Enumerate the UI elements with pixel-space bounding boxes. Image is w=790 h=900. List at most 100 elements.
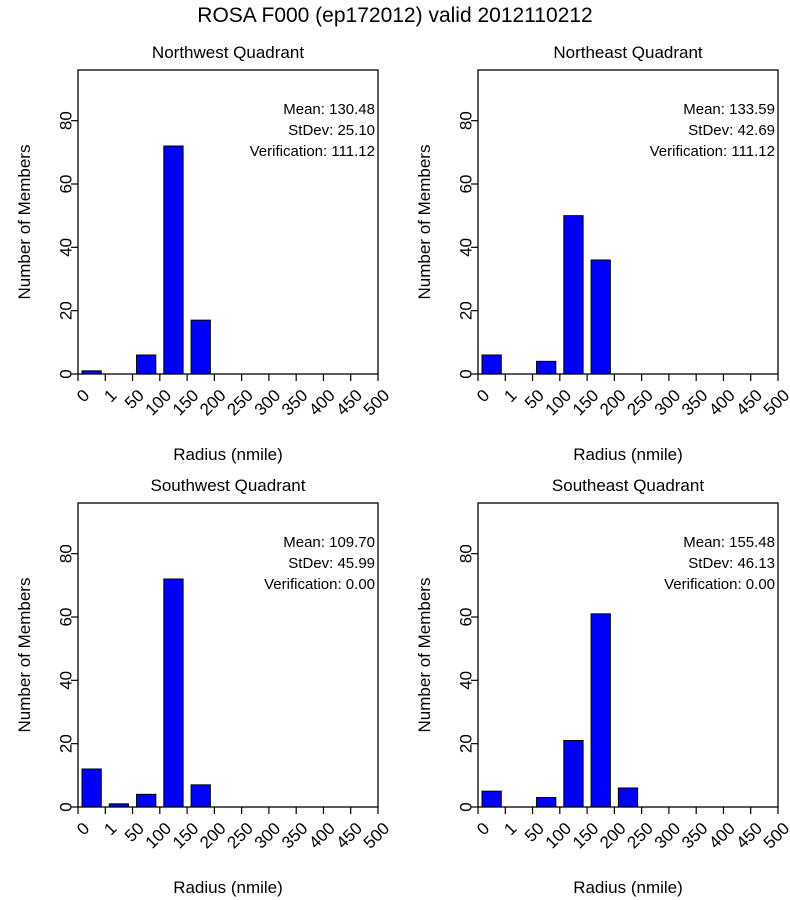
x-tick-label: 250 xyxy=(223,819,256,852)
x-tick-label: 250 xyxy=(223,386,256,419)
histogram-bar xyxy=(590,259,611,375)
stats-line: Mean: 130.48 xyxy=(283,101,375,118)
histogram-bar xyxy=(190,784,211,808)
x-tick-label: 100 xyxy=(542,386,575,419)
x-tick-label: 350 xyxy=(678,386,711,419)
x-tick-label: 450 xyxy=(333,819,366,852)
histogram-bar xyxy=(190,319,211,375)
panel-title: Southeast Quadrant xyxy=(552,476,704,495)
x-tick-label: 400 xyxy=(305,819,338,852)
x-tick-label: 0 xyxy=(473,386,493,406)
x-tick-label: 200 xyxy=(596,819,629,852)
x-tick-label: 250 xyxy=(623,386,656,419)
x-axis-label: Radius (nmile) xyxy=(573,878,683,897)
y-tick-label: 20 xyxy=(457,301,476,320)
plot-frame xyxy=(77,69,379,375)
plot-frame xyxy=(477,69,779,375)
stats-line: Mean: 133.59 xyxy=(683,101,775,118)
stats-line: Verification: 0.00 xyxy=(264,576,375,593)
histogram-bar xyxy=(481,354,502,375)
histogram-bar xyxy=(136,354,157,375)
y-tick-label: 20 xyxy=(57,734,76,753)
x-tick-label: 150 xyxy=(569,819,602,852)
stats-line: Verification: 111.12 xyxy=(250,143,375,160)
plot-frame xyxy=(77,502,379,808)
y-axis-label: Number of Members xyxy=(415,578,434,733)
y-tick-label: 20 xyxy=(57,301,76,320)
histogram-bar xyxy=(563,740,584,808)
y-tick-label: 20 xyxy=(457,734,476,753)
x-tick-label: 200 xyxy=(196,819,229,852)
stats-line: StDev: 45.99 xyxy=(288,555,375,572)
x-tick-label: 200 xyxy=(596,386,629,419)
x-tick-label: 350 xyxy=(278,819,311,852)
x-tick-label: 400 xyxy=(705,819,738,852)
x-axis-label: Radius (nmile) xyxy=(173,878,283,897)
y-tick-label: 80 xyxy=(457,544,476,563)
x-tick-label: 1 xyxy=(500,819,520,839)
x-tick-label: 150 xyxy=(169,819,202,852)
x-axis-label: Radius (nmile) xyxy=(173,445,283,464)
stats-line: StDev: 46.13 xyxy=(688,555,775,572)
x-tick-label: 100 xyxy=(142,386,175,419)
y-tick-label: 40 xyxy=(57,671,76,690)
y-tick-label: 60 xyxy=(457,608,476,627)
stats-line: Mean: 109.70 xyxy=(283,534,375,551)
x-tick-label: 400 xyxy=(305,386,338,419)
x-tick-label: 350 xyxy=(278,386,311,419)
x-tick-label: 500 xyxy=(760,819,790,852)
y-tick-label: 80 xyxy=(457,111,476,130)
stats-line: Verification: 0.00 xyxy=(664,576,775,593)
x-axis-label: Radius (nmile) xyxy=(573,445,683,464)
x-tick-label: 0 xyxy=(73,386,93,406)
y-tick-label: 0 xyxy=(457,369,476,378)
histogram-bar xyxy=(163,145,184,375)
y-tick-label: 60 xyxy=(57,175,76,194)
x-tick-label: 350 xyxy=(678,819,711,852)
x-tick-label: 450 xyxy=(733,386,766,419)
histogram-bar xyxy=(536,360,557,375)
x-tick-label: 450 xyxy=(333,386,366,419)
x-tick-label: 0 xyxy=(73,819,93,839)
histogram-bar xyxy=(163,578,184,808)
y-tick-label: 40 xyxy=(457,671,476,690)
x-tick-label: 500 xyxy=(360,386,393,419)
x-tick-label: 250 xyxy=(623,819,656,852)
y-tick-label: 60 xyxy=(57,608,76,627)
x-tick-label: 1 xyxy=(100,386,120,406)
panel-title: Southwest Quadrant xyxy=(151,476,306,495)
y-tick-label: 80 xyxy=(57,544,76,563)
stats-line: Mean: 155.48 xyxy=(683,534,775,551)
y-tick-label: 40 xyxy=(457,238,476,257)
panel-title: Northeast Quadrant xyxy=(553,43,703,62)
stats-line: StDev: 42.69 xyxy=(688,122,775,139)
y-tick-label: 80 xyxy=(57,111,76,130)
x-tick-label: 300 xyxy=(651,819,684,852)
x-tick-label: 100 xyxy=(142,819,175,852)
figure-title: ROSA F000 (ep172012) valid 2012110212 xyxy=(197,4,592,27)
x-tick-label: 0 xyxy=(473,819,493,839)
histogram-bar xyxy=(536,797,557,808)
y-tick-label: 0 xyxy=(57,369,76,378)
y-tick-label: 60 xyxy=(457,175,476,194)
x-tick-label: 200 xyxy=(196,386,229,419)
x-tick-label: 100 xyxy=(542,819,575,852)
x-tick-label: 500 xyxy=(360,819,393,852)
x-tick-label: 500 xyxy=(760,386,790,419)
x-tick-label: 400 xyxy=(705,386,738,419)
plot-frame xyxy=(477,502,779,808)
x-tick-label: 1 xyxy=(500,386,520,406)
x-tick-label: 450 xyxy=(733,819,766,852)
x-tick-label: 150 xyxy=(169,386,202,419)
x-tick-label: 300 xyxy=(651,386,684,419)
y-tick-label: 0 xyxy=(57,802,76,811)
x-tick-label: 300 xyxy=(251,386,284,419)
x-tick-label: 150 xyxy=(569,386,602,419)
histogram-bar xyxy=(481,790,502,808)
